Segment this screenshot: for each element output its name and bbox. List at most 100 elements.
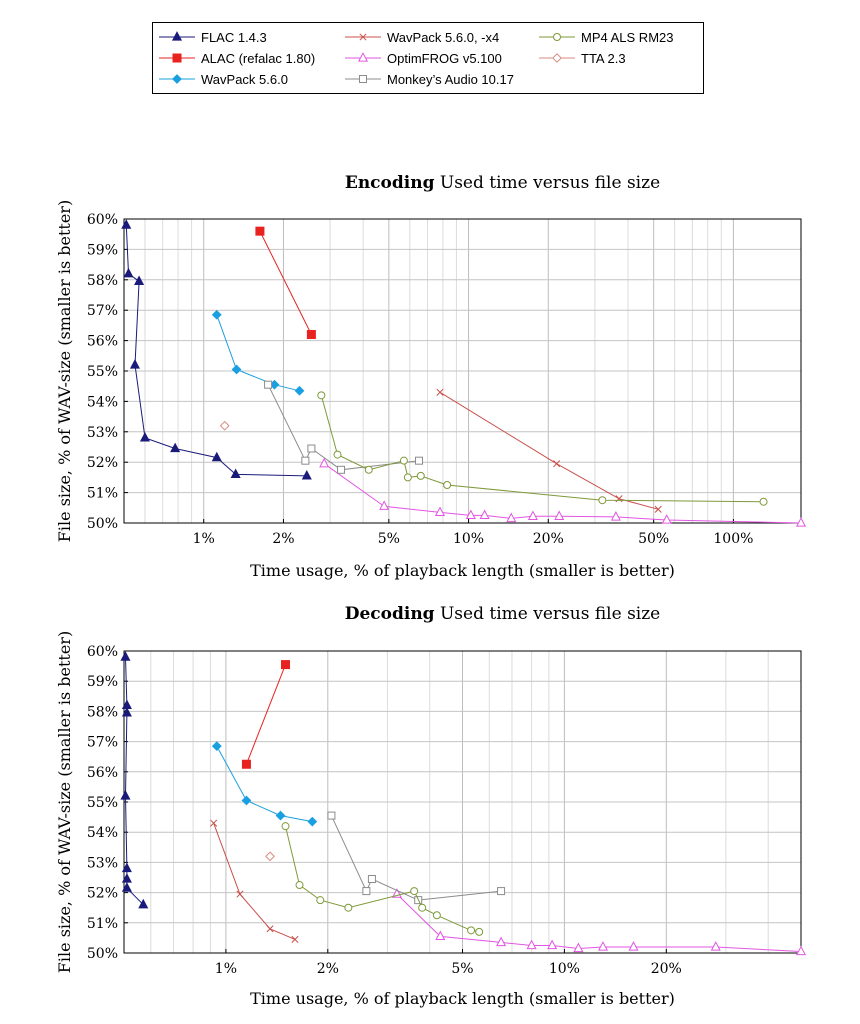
legend-swatch: [159, 74, 195, 84]
legend-marker: [553, 33, 561, 41]
data-point: [219, 420, 230, 431]
y-tick-label: 60%: [87, 644, 118, 660]
data-point: [362, 887, 371, 896]
data-point: [418, 903, 427, 912]
data-point: [506, 512, 517, 523]
legend-swatch: [345, 33, 381, 41]
data-point: [795, 945, 807, 956]
series-alac-refalac-1-80: [241, 660, 291, 769]
data-point: [416, 471, 425, 480]
legend-marker: [172, 74, 182, 84]
data-point: [710, 941, 721, 951]
chart-title-rest: Used time versus file size: [434, 173, 660, 193]
y-tick-label: 59%: [87, 242, 118, 258]
legend-label: MP4 ALS RM23: [581, 29, 674, 45]
data-point: [432, 911, 441, 920]
data-point: [241, 795, 252, 806]
legend-item-tta-2-3: TTA 2.3: [537, 48, 626, 68]
data-point: [367, 875, 376, 884]
data-point: [266, 925, 274, 933]
x-tick-label: 50%: [638, 531, 669, 547]
data-point: [211, 309, 222, 320]
series-alac-refalac-1-80: [255, 226, 316, 340]
data-point: [415, 456, 424, 465]
data-point: [170, 442, 181, 453]
y-tick-label: 57%: [87, 735, 118, 751]
y-tick-label: 59%: [87, 674, 118, 690]
y-tick-label: 56%: [87, 334, 118, 350]
data-point: [121, 873, 132, 883]
legend-marker: [357, 52, 369, 62]
series-line: [245, 664, 286, 765]
series-line: [439, 391, 659, 510]
data-point: [436, 388, 444, 396]
series-wavpack-5-6-0-x4: [210, 819, 299, 943]
data-point: [210, 819, 218, 827]
legend-item-wavpack-5-6-0-x4: WavPack 5.6.0, -x4: [343, 27, 499, 47]
data-point: [301, 470, 312, 480]
data-point: [211, 451, 222, 462]
data-point: [344, 903, 353, 912]
data-point: [316, 896, 325, 905]
legend-label: ALAC (refalac 1.80): [201, 50, 316, 66]
data-point: [497, 887, 506, 896]
y-tick-label: 56%: [87, 765, 118, 781]
data-point: [333, 450, 342, 459]
x-tick-label: 10%: [453, 531, 484, 547]
legend-swatch: [345, 52, 381, 62]
legend-marker: [552, 53, 562, 63]
data-point: [319, 457, 330, 468]
data-point: [327, 811, 336, 820]
x-tick-label: 1%: [215, 961, 237, 977]
x-tick-label: 5%: [451, 961, 473, 977]
legend-label: WavPack 5.6.0, -x4: [387, 29, 500, 45]
x-tick-label: 20%: [533, 531, 564, 547]
data-point: [610, 511, 621, 521]
data-point: [443, 481, 452, 489]
series-wavpack-5-6-0: [211, 741, 318, 827]
legend-item-monkey-s-audio-10-17: Monkey’s Audio 10.17: [343, 69, 514, 89]
legend-marker: [359, 33, 367, 41]
data-point: [121, 882, 132, 892]
x-tick-label: 100%: [713, 531, 753, 547]
x-tick-label: 1%: [193, 531, 215, 547]
data-point: [211, 741, 222, 752]
x-axis-label: Time usage, % of playback length (smalle…: [250, 561, 675, 580]
y-tick-label: 55%: [87, 795, 118, 811]
y-tick-label: 55%: [87, 364, 118, 380]
data-point: [337, 465, 346, 474]
legend-marker: [359, 75, 367, 83]
series-line: [125, 225, 307, 477]
y-axis-label: File size, % of WAV-size (smaller is bet…: [55, 631, 74, 973]
data-point: [281, 660, 291, 670]
y-tick-label: 50%: [87, 946, 118, 962]
data-point: [291, 935, 299, 943]
grid: [124, 218, 801, 524]
data-point: [121, 219, 132, 229]
data-point: [553, 460, 561, 468]
series-tta-2-3: [265, 851, 275, 862]
legend-swatch: [539, 33, 575, 41]
series-optimfrog-v5-100: [391, 888, 807, 956]
data-point: [120, 790, 131, 800]
data-point: [554, 510, 565, 520]
series-tta-2-3: [219, 420, 230, 431]
data-point: [306, 330, 316, 340]
data-point: [230, 468, 241, 479]
series-line: [216, 745, 313, 823]
series-wavpack-5-6-0: [211, 309, 305, 396]
data-point: [479, 509, 490, 520]
data-point: [573, 942, 584, 953]
data-point: [547, 939, 558, 950]
data-point: [307, 816, 318, 827]
data-point: [364, 465, 373, 474]
data-point: [526, 939, 537, 950]
data-point: [295, 881, 304, 890]
data-point: [120, 651, 131, 661]
chart-title: Encoding Used time versus file size: [345, 173, 660, 193]
data-point: [399, 456, 408, 465]
data-point: [317, 391, 326, 400]
data-point: [275, 810, 286, 821]
data-point: [598, 496, 607, 505]
